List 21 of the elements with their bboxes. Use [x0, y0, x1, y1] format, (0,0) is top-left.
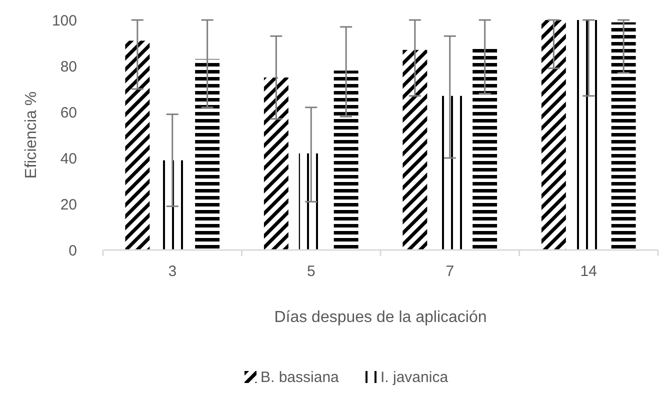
x-tick-label: 14 [580, 263, 597, 280]
y-tick-label: 60 [60, 104, 77, 122]
bar [264, 78, 288, 250]
legend-label: I. javanica [380, 369, 449, 386]
x-tick-label: 3 [168, 263, 177, 280]
legend-label: B. bassiana [260, 369, 340, 386]
bar [611, 22, 636, 250]
x-tick-label: 5 [306, 263, 316, 280]
bar [472, 48, 498, 250]
y-axis-title: Eficiencia % [23, 91, 40, 179]
bar [125, 40, 150, 250]
bar [402, 50, 428, 250]
y-tick-label: 0 [68, 242, 77, 260]
y-tick-label: 20 [60, 196, 77, 214]
x-tick-label: 7 [446, 263, 454, 280]
x-axis-title: Días despues de la aplicación [274, 309, 487, 326]
y-tick-label: 40 [60, 150, 77, 168]
bar [541, 20, 566, 250]
y-tick-label: 80 [60, 58, 77, 76]
y-tick-label: 100 [52, 12, 77, 30]
bar [334, 70, 358, 250]
